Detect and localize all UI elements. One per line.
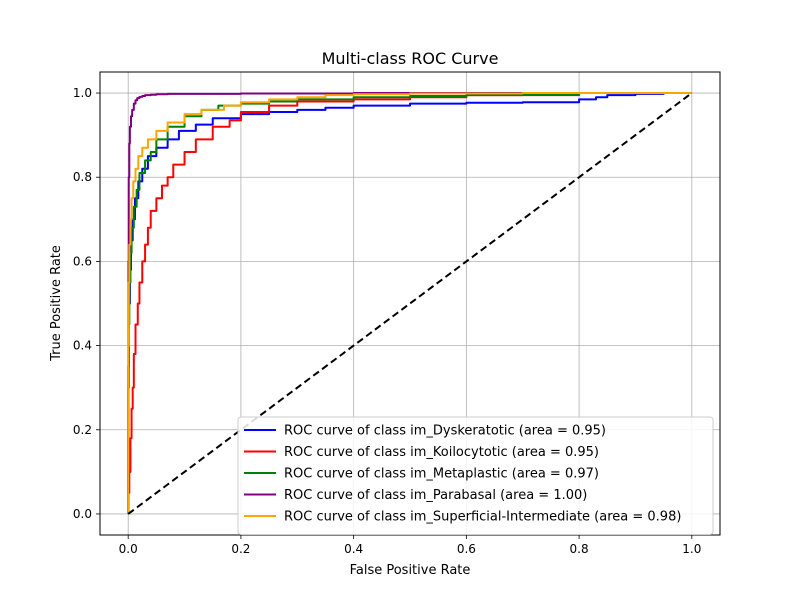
legend-entry-label: ROC curve of class im_Koilocytotic (area… (284, 445, 599, 460)
grid-lines (100, 72, 720, 535)
y-tick-label: 0.0 (73, 507, 92, 521)
y-tick-label: 0.6 (73, 254, 92, 268)
y-tick-label: 0.8 (73, 170, 92, 184)
roc-series-line-3 (127, 92, 692, 514)
axis-ticks: 0.0 0.2 0.4 0.6 0.8 1.0 0.0 0.2 0.4 0.6 0.8 1.0 (73, 86, 701, 556)
y-tick-label: 0.4 (73, 339, 92, 353)
roc-series-line-4 (127, 92, 692, 514)
legend-entry-label: ROC curve of class im_Superficial-Interm… (284, 510, 681, 525)
y-axis-label: True Positive Rate (49, 245, 64, 362)
legend-entry-label: ROC curve of class im_Parabasal (area = … (284, 488, 587, 503)
roc-series-line-0 (127, 92, 692, 514)
legend-box (237, 416, 714, 535)
x-tick-label: 0.4 (344, 542, 363, 556)
x-tick-label: 0.2 (231, 542, 250, 556)
chart-title: Multi-class ROC Curve (322, 49, 499, 68)
x-tick-label: 0.6 (457, 542, 476, 556)
legend-entry-label: ROC curve of class im_Metaplastic (area … (284, 467, 599, 482)
plot-series (127, 92, 693, 515)
chance-diagonal-line (127, 92, 693, 515)
x-axis-label: False Positive Rate (350, 563, 471, 578)
legend: ROC curve of class im_Dyskeratotic (area… (237, 416, 714, 535)
roc-series-line-1 (127, 92, 692, 514)
x-tick-label: 0.8 (570, 542, 589, 556)
y-tick-label: 0.2 (73, 423, 92, 437)
legend-entry-label: ROC curve of class im_Dyskeratotic (area… (284, 424, 606, 439)
x-tick-label: 1.0 (682, 542, 701, 556)
x-tick-label: 0.0 (119, 542, 138, 556)
y-tick-label: 1.0 (73, 86, 92, 100)
